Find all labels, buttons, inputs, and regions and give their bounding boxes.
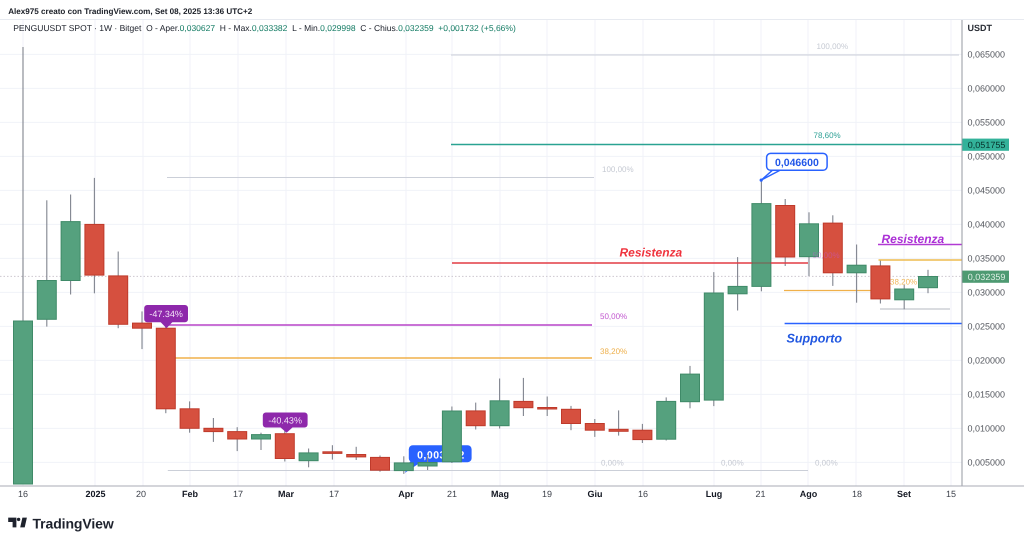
svg-text:0,010000: 0,010000 — [968, 424, 1006, 434]
svg-text:16: 16 — [18, 489, 28, 499]
svg-text:0,015000: 0,015000 — [968, 390, 1006, 400]
svg-text:Lug: Lug — [706, 489, 723, 499]
svg-text:Resistenza: Resistenza — [882, 232, 945, 246]
svg-text:0,030000: 0,030000 — [968, 288, 1006, 298]
svg-text:0,032359: 0,032359 — [968, 272, 1006, 282]
svg-text:0,060000: 0,060000 — [968, 84, 1006, 94]
svg-text:TradingView: TradingView — [33, 515, 114, 531]
svg-text:0,00%: 0,00% — [721, 459, 744, 468]
svg-text:USDT: USDT — [968, 23, 993, 33]
svg-text:PENGUUSDT SPOT · 1W · Bitget: PENGUUSDT SPOT · 1W · Bitget O - Aper.0,… — [13, 23, 516, 33]
svg-text:0,051755: 0,051755 — [968, 140, 1006, 150]
svg-text:0,045000: 0,045000 — [968, 186, 1006, 196]
svg-text:Feb: Feb — [182, 489, 199, 499]
svg-text:17: 17 — [233, 489, 243, 499]
svg-text:Giu: Giu — [588, 489, 603, 499]
svg-text:0,00%: 0,00% — [815, 459, 838, 468]
svg-text:0,065000: 0,065000 — [968, 50, 1006, 60]
svg-text:Mag: Mag — [491, 489, 509, 499]
svg-text:0,050000: 0,050000 — [968, 152, 1006, 162]
svg-text:0,005000: 0,005000 — [968, 458, 1006, 468]
svg-text:21: 21 — [755, 489, 765, 499]
svg-text:0,055000: 0,055000 — [968, 118, 1006, 128]
svg-text:0,020000: 0,020000 — [968, 356, 1006, 366]
svg-text:0,040000: 0,040000 — [968, 220, 1006, 230]
svg-text:Apr: Apr — [398, 489, 414, 499]
svg-text:17: 17 — [329, 489, 339, 499]
svg-text:16: 16 — [638, 489, 648, 499]
svg-text:Alex975 creato con TradingView: Alex975 creato con TradingView.com, Set … — [8, 7, 253, 16]
svg-text:0,035000: 0,035000 — [968, 254, 1006, 264]
svg-text:Mar: Mar — [278, 489, 295, 499]
svg-text:15: 15 — [946, 489, 956, 499]
svg-text:-47.34%: -47.34% — [149, 309, 183, 319]
svg-text:Resistenza: Resistenza — [620, 246, 683, 260]
svg-text:Supporto: Supporto — [787, 332, 843, 346]
svg-text:0,00%: 0,00% — [601, 459, 624, 468]
svg-text:20: 20 — [136, 489, 146, 499]
svg-text:0,025000: 0,025000 — [968, 322, 1006, 332]
svg-text:18: 18 — [852, 489, 862, 499]
svg-text:50,00%: 50,00% — [813, 251, 840, 260]
svg-text:100,00%: 100,00% — [602, 165, 634, 174]
svg-text:19: 19 — [542, 489, 552, 499]
svg-text:0,046600: 0,046600 — [775, 157, 819, 169]
svg-text:100,00%: 100,00% — [817, 42, 849, 51]
svg-text:38,20%: 38,20% — [600, 347, 627, 356]
svg-text:38,20%: 38,20% — [890, 278, 917, 287]
svg-text:-40.43%: -40.43% — [268, 416, 302, 426]
svg-text:Set: Set — [897, 489, 911, 499]
svg-text:50,00%: 50,00% — [600, 312, 627, 321]
svg-text:2025: 2025 — [85, 489, 105, 499]
svg-text:78,60%: 78,60% — [814, 131, 841, 140]
svg-text:Ago: Ago — [800, 489, 818, 499]
svg-text:21: 21 — [447, 489, 457, 499]
